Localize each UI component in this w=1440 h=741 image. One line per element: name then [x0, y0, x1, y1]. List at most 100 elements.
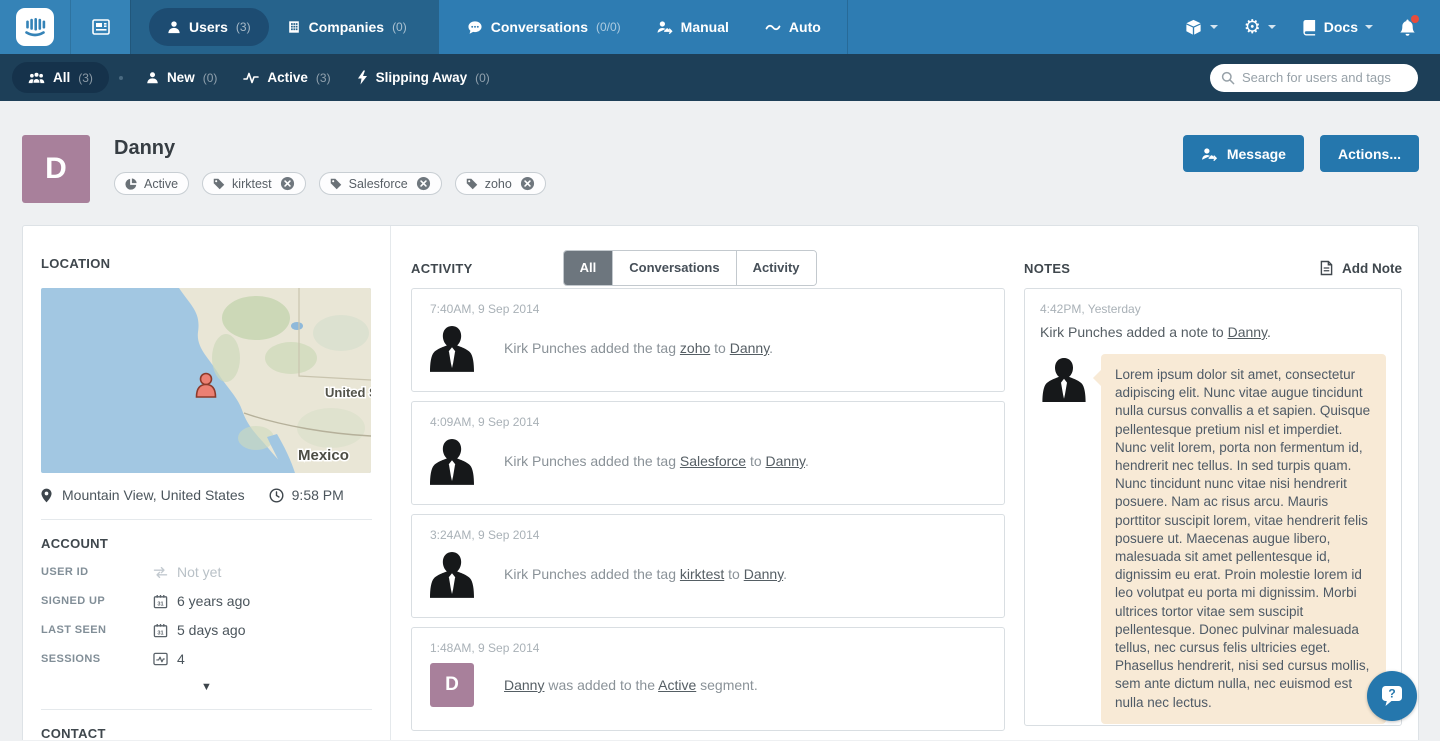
segment-pill-active[interactable]: Active: [114, 172, 190, 195]
user-link[interactable]: Danny: [729, 340, 770, 356]
actions-button[interactable]: Actions...: [1319, 135, 1419, 172]
divider: [41, 519, 372, 520]
tab-conversations-filter[interactable]: Conversations: [612, 251, 736, 285]
row-value: 4: [177, 651, 185, 667]
account-row-sessions: SESSIONS 4: [41, 651, 372, 667]
segment-slipping-away-label: Slipping Away: [375, 70, 468, 85]
tab-companies-label: Companies: [308, 19, 385, 35]
whats-new-menu[interactable]: [1184, 18, 1218, 37]
activity-text: Kirk Punches added the tag zoho to Danny…: [504, 340, 774, 356]
activity-column: ACTIVITY All Conversations Activity 7:40…: [391, 226, 1014, 740]
conversations-section: Conversations (0/0) Manual Auto: [439, 0, 848, 54]
settings-menu[interactable]: ⚙: [1244, 18, 1276, 37]
segment-new[interactable]: New (0): [133, 70, 230, 85]
tab-conversations-count: (0/0): [595, 20, 621, 34]
gear-icon: ⚙: [1243, 16, 1261, 38]
tag-link[interactable]: Salesforce: [679, 453, 747, 469]
person-silhouette-avatar: [1042, 358, 1086, 402]
divider: [41, 709, 372, 710]
svg-text:31: 31: [157, 601, 163, 607]
user-link[interactable]: Danny: [504, 677, 545, 693]
segment-all[interactable]: All (3): [12, 62, 109, 93]
tag-icon: [329, 177, 343, 191]
tag-pill-kirktest[interactable]: kirktest: [202, 172, 306, 195]
tab-users[interactable]: Users (3): [149, 8, 269, 46]
remove-tag-button[interactable]: [280, 176, 295, 191]
sidebar-column: LOCATION United Stat Mexico: [23, 226, 391, 740]
message-button-label: Message: [1226, 145, 1286, 162]
pulse-icon: [243, 71, 260, 85]
chevron-down-icon: [1365, 25, 1373, 29]
tilde-icon: [765, 22, 781, 32]
tag-link[interactable]: zoho: [679, 340, 711, 356]
remove-tag-button[interactable]: [520, 176, 535, 191]
tag-link[interactable]: kirktest: [679, 566, 725, 582]
intercom-logo[interactable]: [0, 0, 70, 54]
row-value: 5 days ago: [177, 622, 246, 638]
help-button[interactable]: ?: [1367, 671, 1417, 721]
initial-avatar: D: [430, 663, 474, 707]
notes-section-title: NOTES: [1024, 260, 1071, 276]
note-bubble: Lorem ipsum dolor sit amet, consectetur …: [1093, 354, 1386, 724]
activity-header: ACTIVITY All Conversations Activity: [411, 226, 1005, 288]
news-feed-button[interactable]: [70, 0, 130, 54]
tab-conversations[interactable]: Conversations (0/0): [449, 8, 639, 46]
tab-companies-count: (0): [392, 20, 407, 34]
map-label-mexico: Mexico: [298, 447, 349, 464]
activity-item: 4:09AM, 9 Sep 2014 Kirk Punches added th…: [411, 401, 1005, 505]
activity-section-title: ACTIVITY: [411, 260, 473, 276]
activity-text: Kirk Punches added the tag kirktest to D…: [504, 566, 788, 582]
users-companies-section: Users (3) Companies (0): [130, 0, 439, 54]
intercom-logo-icon: [16, 8, 54, 46]
user-link[interactable]: Danny: [1227, 324, 1268, 340]
tag-icon: [212, 177, 226, 191]
bell-icon: [1399, 18, 1416, 37]
add-note-button[interactable]: Add Note: [1320, 260, 1402, 276]
tag-pill-zoho[interactable]: zoho: [454, 172, 546, 195]
row-label: LAST SEEN: [41, 624, 107, 636]
expand-account-button[interactable]: ▼: [201, 681, 212, 693]
search-container: [1210, 63, 1418, 92]
row-label: SIGNED UP: [41, 595, 106, 607]
notes-header: NOTES Add Note: [1024, 226, 1402, 288]
book-icon: [1302, 19, 1317, 36]
activity-filter-tabs: All Conversations Activity: [562, 250, 817, 286]
user-link[interactable]: Danny: [743, 566, 784, 582]
tab-auto[interactable]: Auto: [747, 8, 839, 46]
tab-all[interactable]: All: [563, 251, 613, 285]
tab-companies[interactable]: Companies (0): [269, 8, 425, 46]
message-button[interactable]: Message: [1182, 135, 1304, 172]
docs-menu[interactable]: Docs: [1302, 19, 1373, 36]
topbar-right-controls: ⚙ Docs: [1184, 0, 1440, 54]
notifications-button[interactable]: [1399, 14, 1419, 37]
person-arrow-icon: [657, 20, 673, 34]
account-row-signed-up: SIGNED UP 31 6 years ago: [41, 593, 372, 609]
remove-tag-button[interactable]: [416, 176, 431, 191]
tab-manual[interactable]: Manual: [639, 8, 747, 46]
notes-column: NOTES Add Note 4:42PM, Yesterday Kirk Pu…: [1014, 226, 1418, 740]
location-section-title: LOCATION: [41, 256, 111, 271]
tag-row: Active kirktest Salesforce: [114, 172, 546, 195]
segment-new-count: (0): [202, 70, 218, 85]
activity-item: 3:24AM, 9 Sep 2014 Kirk Punches added th…: [411, 514, 1005, 618]
sync-arrows-icon: [153, 566, 168, 579]
tag-label: Salesforce: [348, 176, 408, 191]
tag-pill-salesforce[interactable]: Salesforce: [318, 172, 442, 195]
add-note-label: Add Note: [1342, 260, 1402, 276]
person-silhouette-avatar: [430, 326, 474, 372]
map-user-marker: [195, 372, 217, 398]
docs-label: Docs: [1323, 19, 1358, 35]
contact-section-title: CONTACT: [41, 726, 106, 740]
tab-activity-filter[interactable]: Activity: [735, 251, 816, 285]
activity-item: 1:48AM, 9 Sep 2014 D Danny was added to …: [411, 627, 1005, 731]
user-icon: [167, 20, 181, 34]
calendar-icon: 31: [153, 594, 168, 609]
local-time-value: 9:58 PM: [291, 487, 344, 503]
segment-active[interactable]: Active (3): [230, 70, 343, 85]
segment-slipping-away[interactable]: Slipping Away (0): [344, 70, 503, 85]
search-input[interactable]: [1210, 63, 1418, 92]
help-bubble-icon: ?: [1382, 686, 1402, 706]
user-link[interactable]: Danny: [765, 453, 805, 469]
segment-link[interactable]: Active: [658, 677, 697, 693]
tag-label: zoho: [484, 176, 512, 191]
